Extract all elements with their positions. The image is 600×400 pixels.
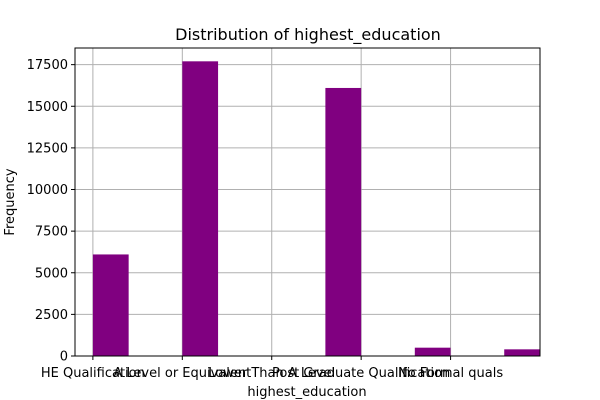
bar-3	[414, 347, 451, 356]
y-tick-label-7: 17500	[27, 58, 68, 73]
y-tick-label-2: 5000	[35, 266, 68, 281]
bar-4	[504, 349, 540, 356]
bar-1	[182, 61, 219, 357]
y-tick-label-1: 2500	[35, 308, 68, 323]
bar-2	[325, 87, 362, 356]
x-tick-label-1: A Level or Equivalent	[113, 366, 251, 381]
x-axis-label: highest_education	[247, 385, 366, 400]
x-tick-label-2: Lower Than A Level	[208, 366, 335, 381]
bars-layer	[92, 61, 540, 357]
axes-layer	[74, 47, 541, 357]
ticks-layer: 0 2500 5000 7500 10000 12500 15000 17500 HE Qual…	[27, 58, 504, 381]
y-tick-label-3: 7500	[35, 225, 68, 240]
y-tick-label-4: 10000	[27, 183, 68, 198]
x-tick-label-3: Post Graduate Qualification	[272, 366, 450, 381]
bar-0	[92, 254, 129, 356]
chart-title: Distribution of highest_education	[175, 25, 441, 45]
x-tick-label-4: No Formal quals	[398, 366, 503, 381]
grid-layer	[75, 48, 540, 357]
y-tick-label-6: 15000	[27, 100, 68, 115]
y-tick-label-5: 12500	[27, 141, 68, 156]
y-axis-label: Frequency	[3, 168, 18, 235]
plot-frame	[74, 47, 541, 357]
y-tick-label-0: 0	[60, 350, 68, 365]
x-tick-label-0: HE Qualification	[41, 366, 145, 381]
